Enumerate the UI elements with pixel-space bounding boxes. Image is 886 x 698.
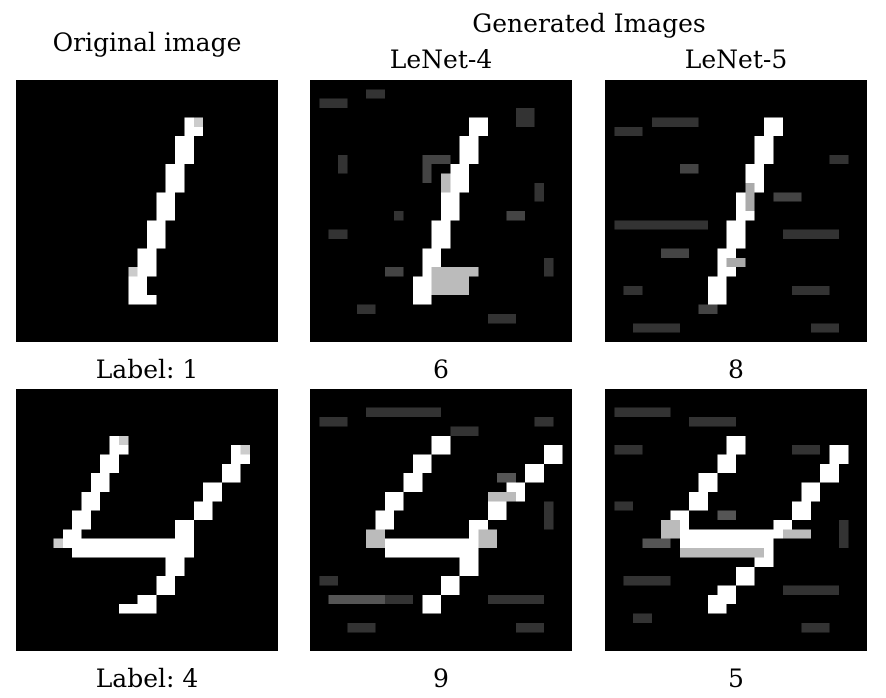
generated-image-lenet4-row2 — [310, 389, 572, 651]
original-label-row1: Label: 1 — [95, 355, 199, 384]
generated-image-lenet5-row1 — [605, 80, 867, 342]
original-image-header: Original image — [52, 28, 242, 57]
lenet5-prediction-row2: 5 — [728, 664, 744, 693]
lenet4-prediction-row2: 9 — [433, 664, 449, 693]
original-image-digit-4 — [16, 389, 278, 651]
generated-image-lenet5-row2 — [605, 389, 867, 651]
original-image-digit-1 — [16, 80, 278, 342]
generated-image-lenet4-row1 — [310, 80, 572, 342]
lenet5-prediction-row1: 8 — [728, 355, 744, 384]
original-label-row2: Label: 4 — [95, 664, 199, 693]
lenet4-header: LeNet-4 — [389, 45, 493, 74]
lenet4-prediction-row1: 6 — [433, 355, 449, 384]
generated-images-header: Generated Images — [472, 9, 706, 38]
lenet5-header: LeNet-5 — [684, 45, 788, 74]
